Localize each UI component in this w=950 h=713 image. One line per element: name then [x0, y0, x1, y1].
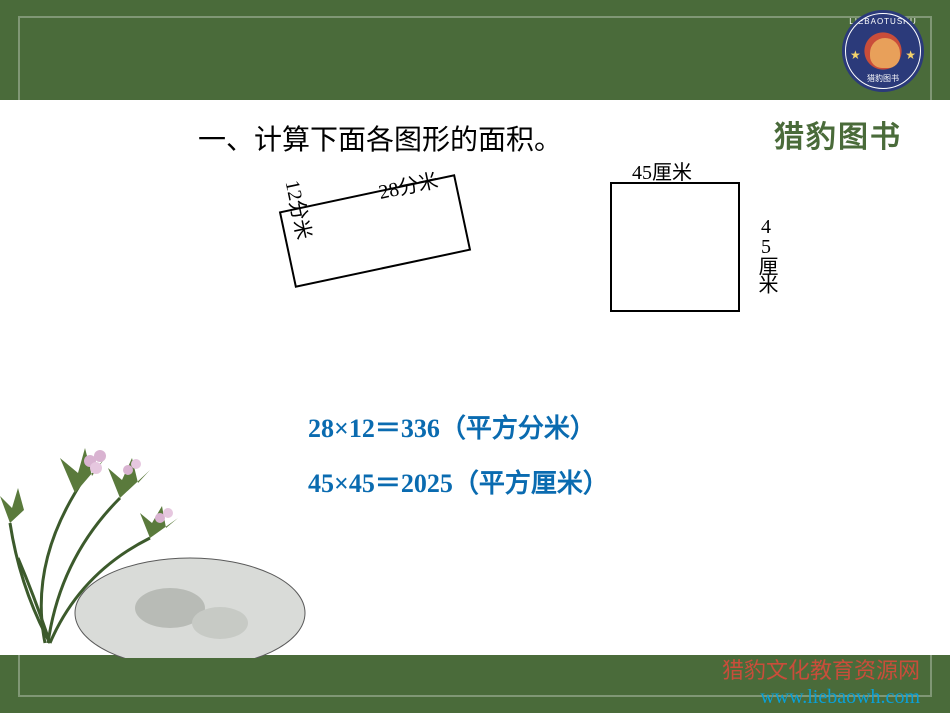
- shapes-region: 28分米 12分米 45厘米 45厘米: [250, 160, 850, 340]
- footer-url: www.liebaowh.com: [760, 686, 920, 709]
- footer-brand-text: 猎豹文化教育资源网: [722, 653, 920, 685]
- mascot-icon: [870, 38, 900, 68]
- star-icon: ★: [850, 48, 861, 63]
- brand-logo-badge: LIEBAOTUSHU ★ ★ 猎豹图书: [844, 12, 922, 90]
- square-shape: [610, 182, 740, 312]
- logo-bottom-text: 猎豹图书: [846, 73, 920, 84]
- answers-block: 28×12＝336（平方分米） 45×45＝2025（平方厘米）: [308, 408, 609, 518]
- answer-line-1: 28×12＝336（平方分米）: [308, 408, 609, 445]
- top-band: [0, 0, 950, 100]
- logo-ring-text: LIEBAOTUSHU: [846, 17, 920, 26]
- brand-script-text: 猎豹图书: [774, 112, 902, 156]
- question-title: 一、计算下面各图形的面积。: [198, 118, 562, 158]
- star-icon: ★: [905, 48, 916, 63]
- square-top-label: 45厘米: [632, 156, 692, 185]
- answer-line-2: 45×45＝2025（平方厘米）: [308, 463, 609, 500]
- square-right-label: 45厘米: [752, 216, 781, 292]
